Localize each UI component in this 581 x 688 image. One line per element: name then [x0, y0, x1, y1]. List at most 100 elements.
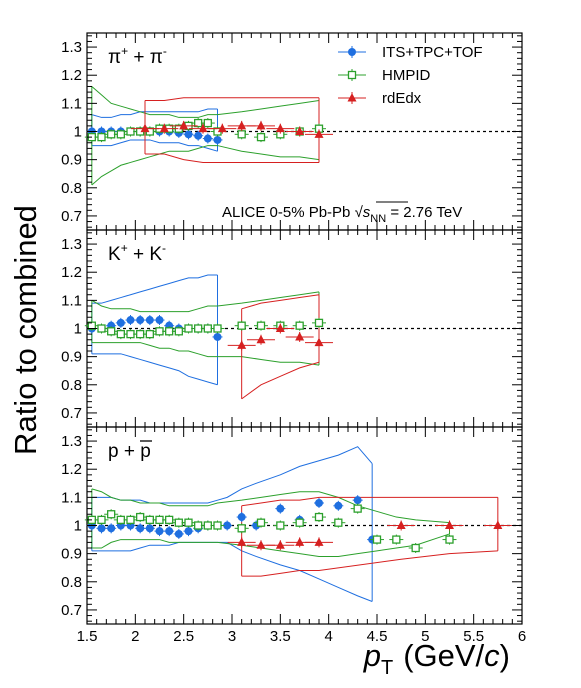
data-point-hmpid	[97, 515, 106, 525]
data-point-rdedx	[275, 540, 285, 549]
data-point-rdedx	[275, 123, 285, 133]
panel-label-part: K	[108, 244, 121, 265]
collision-info-s: s	[363, 204, 371, 221]
y-tick-label: 1.1	[61, 489, 82, 506]
legend-marker	[348, 48, 356, 56]
y-tick-label: 1.3	[61, 39, 82, 56]
data-point-rdedx	[295, 331, 305, 341]
data-point-hmpid	[107, 130, 116, 139]
data-point-its	[174, 529, 183, 538]
x-tick-label: 6	[518, 628, 526, 645]
panel-label: π+ + π-	[108, 44, 167, 68]
legend-label: HMPID	[382, 67, 431, 84]
y-tick-label: 0.9	[61, 349, 82, 366]
data-point-its	[276, 504, 285, 513]
band-upper	[91, 291, 320, 313]
y-tick-label: 1.2	[61, 461, 82, 478]
data-point-hmpid	[203, 118, 212, 128]
data-point-its	[223, 521, 232, 530]
y-tick-label: 0.7	[61, 208, 82, 225]
panel-label-part: π	[108, 47, 121, 68]
data-point-hmpid	[276, 521, 285, 530]
x-tick-label: 3.5	[270, 628, 291, 645]
y-tick-label: 0.7	[61, 405, 82, 422]
collision-info: ALICE 0-5% Pb-Pb √sNN = 2.76 TeV	[222, 204, 462, 225]
data-point-hmpid	[97, 324, 106, 333]
data-point-hmpid	[126, 329, 135, 339]
band-upper	[241, 496, 498, 507]
data-point-rdedx	[314, 537, 324, 546]
data-point-its	[136, 316, 145, 325]
data-point-hmpid	[107, 327, 116, 336]
data-point-hmpid	[213, 521, 222, 530]
panel-label-part: -	[162, 241, 166, 255]
panel-label-part: p +	[108, 441, 140, 462]
data-point-its	[145, 316, 154, 325]
x-tick-label: 2	[131, 628, 139, 645]
y-tick-label: 0.7	[61, 602, 82, 619]
band-upper	[91, 488, 450, 524]
data-point-its	[107, 524, 116, 533]
band-upper	[91, 86, 320, 118]
x-tick-label: 2.5	[173, 628, 194, 645]
y-tick-label: 0.9	[61, 546, 82, 563]
data-point-hmpid	[107, 510, 116, 519]
x-axis-title-p: p	[363, 638, 381, 673]
data-point-its	[315, 498, 323, 507]
data-point-its	[126, 316, 135, 325]
data-point-rdedx	[295, 126, 305, 135]
data-point-hmpid	[136, 512, 145, 522]
data-point-hmpid	[256, 518, 266, 527]
data-point-rdedx	[237, 340, 247, 349]
band-lower	[241, 550, 498, 577]
panel-label: p + p	[108, 441, 151, 462]
data-point-its	[203, 134, 212, 143]
y-tick-label: 1.1	[61, 95, 82, 112]
data-point-hmpid	[194, 521, 203, 530]
y-tick-label: 1	[74, 518, 82, 535]
data-point-hmpid	[184, 324, 193, 333]
data-point-rdedx	[217, 123, 227, 133]
y-tick-label: 0.8	[61, 377, 82, 394]
data-point-hmpid	[116, 130, 125, 139]
band-lower	[91, 541, 373, 602]
data-point-rdedx	[275, 323, 285, 332]
axis-ticks	[86, 33, 523, 624]
data-point-its	[97, 524, 106, 533]
y-tick-label: 1	[74, 321, 82, 338]
y-tick-label: 0.9	[61, 152, 82, 169]
y-axis-title: Ratio to combined	[8, 205, 43, 455]
data-point-hmpid	[155, 327, 164, 336]
x-axis-title-sub: T	[381, 657, 393, 679]
data-point-hmpid	[334, 518, 343, 527]
y-tick-label: 0.8	[61, 574, 82, 591]
legend-marker	[347, 93, 357, 102]
data-point-rdedx	[314, 337, 324, 347]
data-point-rdedx	[237, 120, 247, 130]
y-tick-label: 1.3	[61, 236, 82, 253]
x-tick-label: 5	[421, 628, 429, 645]
band-lower	[91, 342, 320, 366]
legend-label: rdEdx	[382, 90, 422, 107]
data-point-rdedx	[256, 540, 266, 549]
data-point-its	[184, 130, 193, 139]
data-point-hmpid	[174, 518, 183, 527]
data-point-hmpid	[295, 518, 304, 527]
data-point-hmpid	[165, 327, 174, 336]
data-point-its	[353, 496, 362, 505]
x-tick-label: 1.5	[77, 628, 98, 645]
panel-label-part: +	[121, 44, 128, 58]
data-point-hmpid	[237, 321, 246, 330]
data-point-rdedx	[179, 120, 189, 130]
band-upper	[241, 294, 320, 310]
data-markers	[84, 118, 512, 554]
data-point-its	[213, 332, 222, 341]
data-point-hmpid	[372, 535, 382, 544]
y-tick-label: 1.1	[61, 292, 82, 309]
band-upper	[145, 97, 319, 102]
data-point-hmpid	[136, 329, 145, 339]
x-tick-label: 4.5	[367, 628, 388, 645]
data-point-hmpid	[203, 521, 212, 530]
data-point-its	[136, 524, 145, 533]
panel-label-part: + π	[128, 47, 163, 68]
